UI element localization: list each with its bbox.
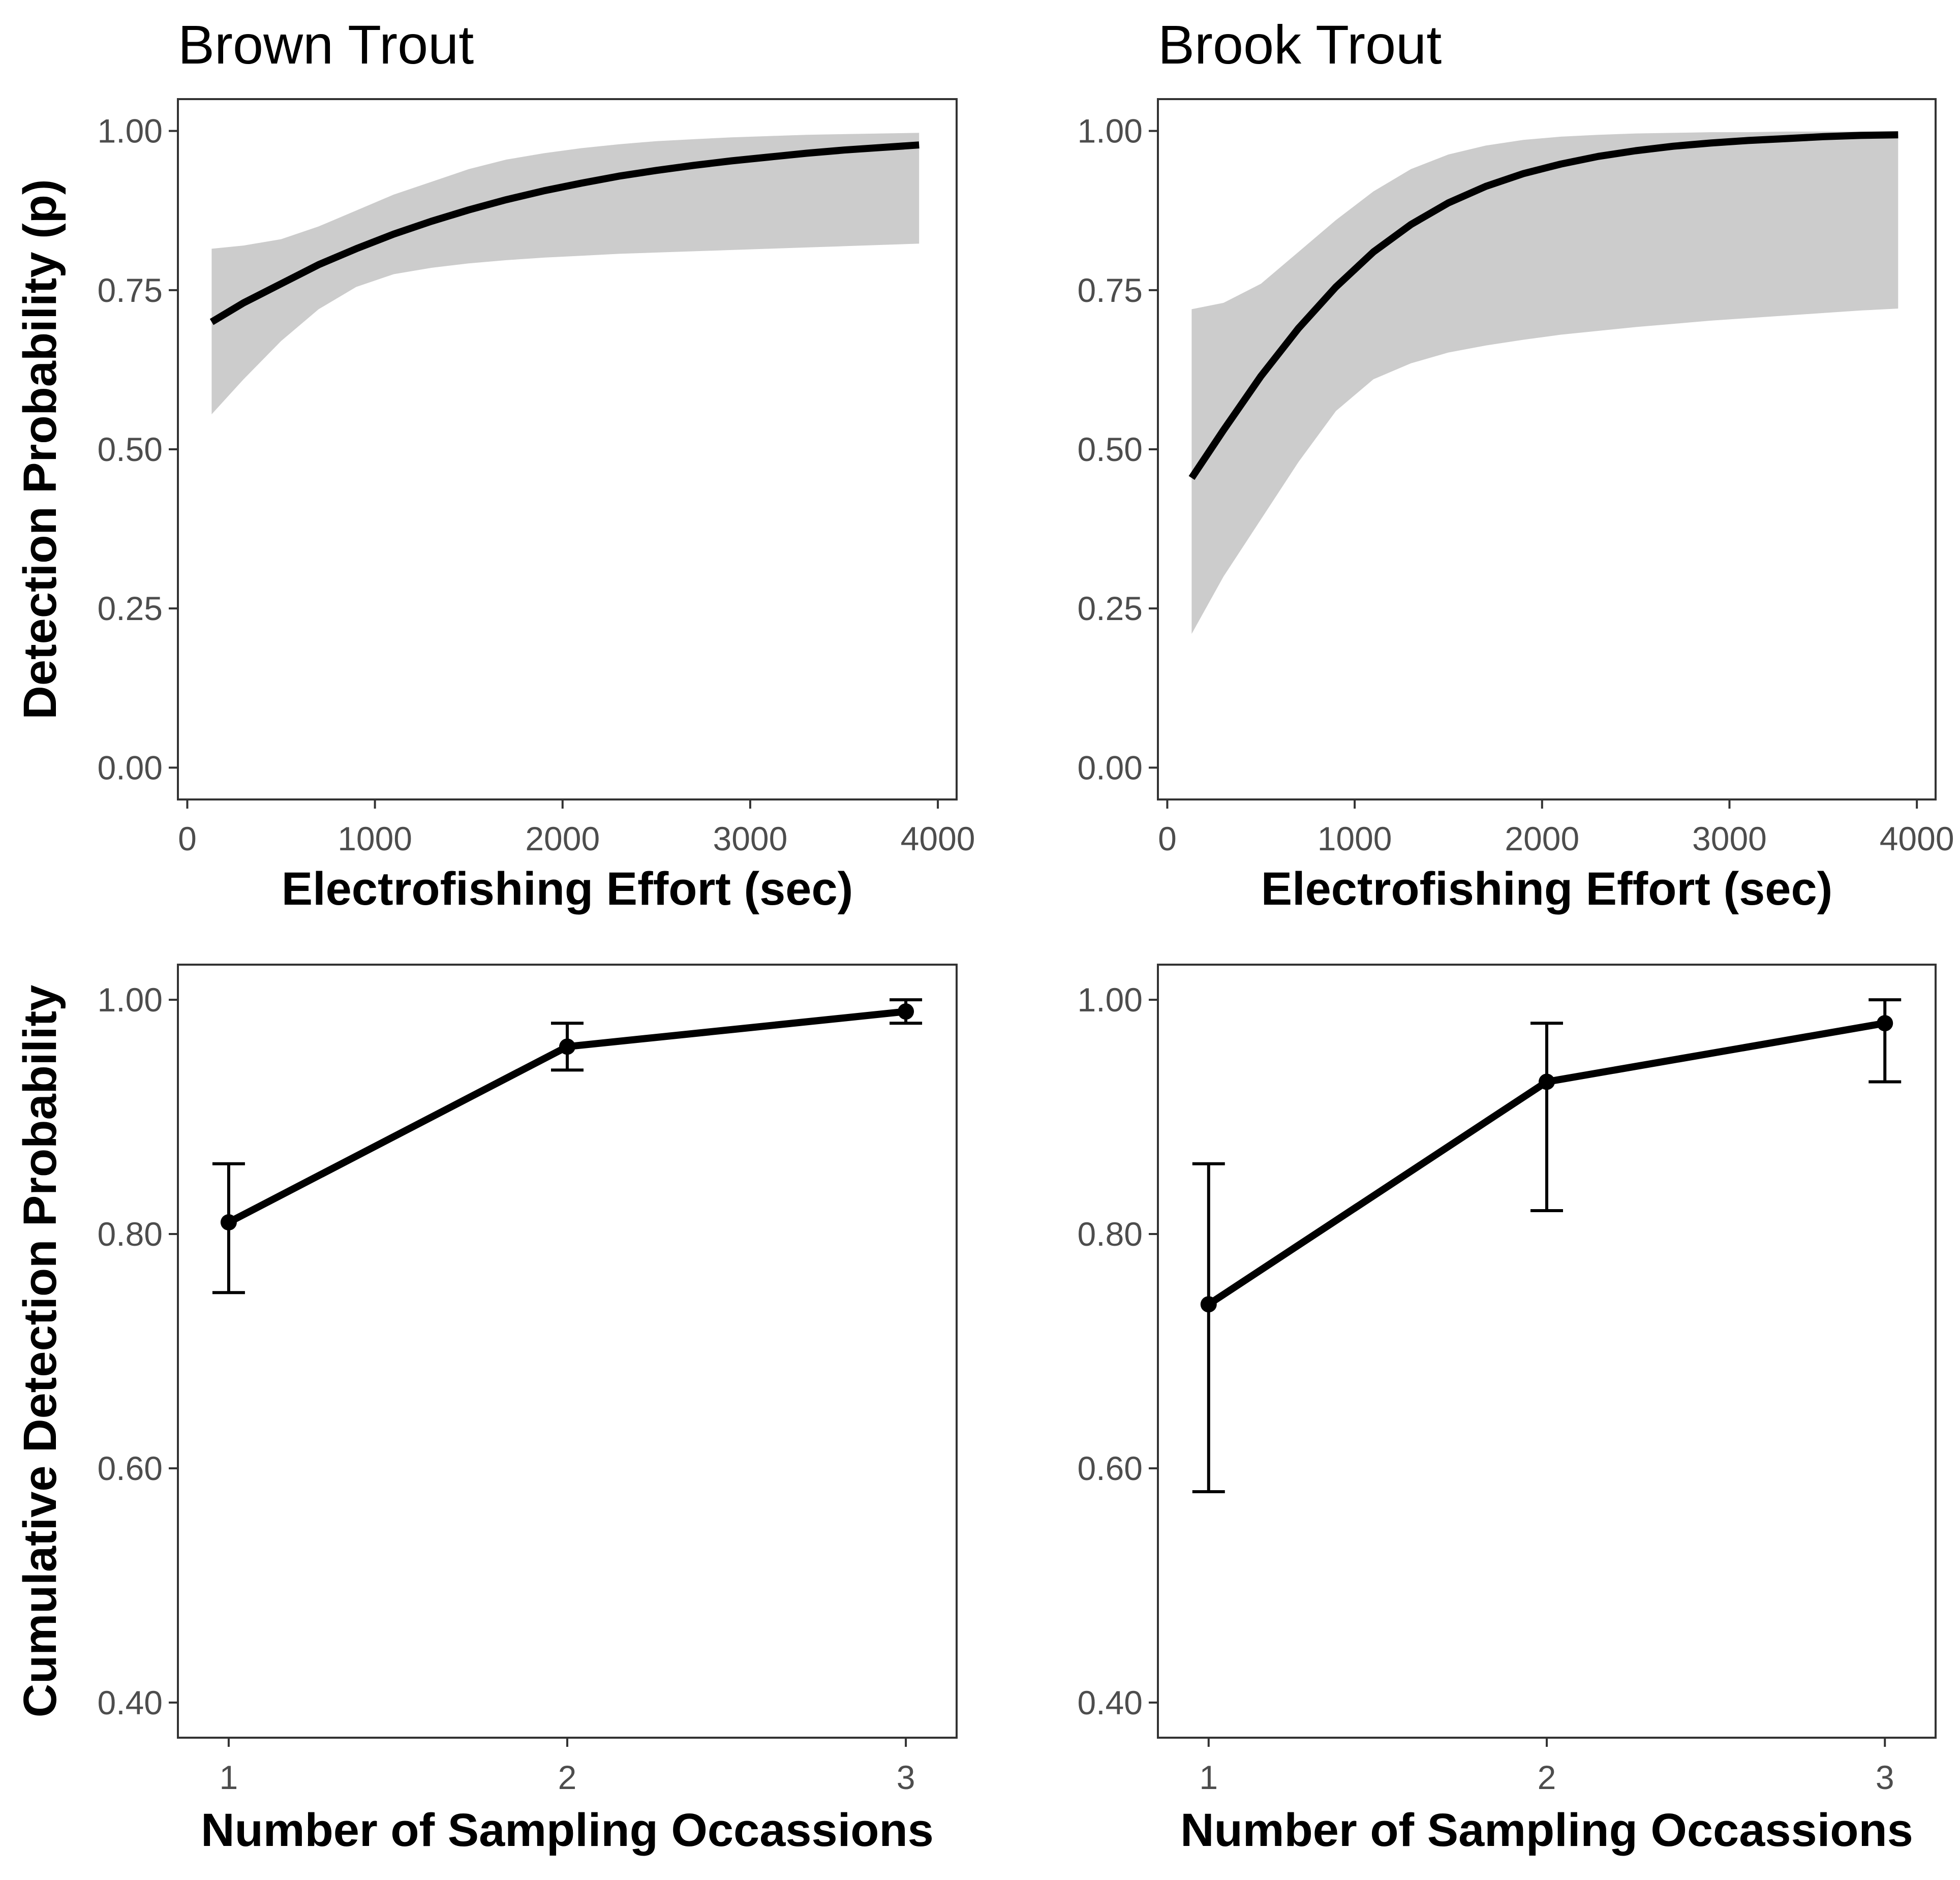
- y-tick-label: 1.00: [98, 981, 163, 1019]
- x-tick-label: 3000: [1692, 820, 1767, 857]
- data-point: [898, 1003, 914, 1020]
- series-line: [1188, 131, 1898, 480]
- x-tick-label: 0: [1158, 820, 1177, 857]
- y-tick-label: 0.40: [1078, 1684, 1143, 1721]
- y-tick-label: 0.60: [1078, 1450, 1143, 1487]
- x-axis-title: Number of Sampling Occassions: [201, 1804, 934, 1856]
- chart-panel-top-right: 0.00 0.25 0.50 0.75 1.00 0 1000 2000 3000 4000 Bro…: [1078, 14, 1954, 915]
- chart-panel-bottom-right: 0.40 0.60 0.80 1.00 1 2 3 Number of Sampling Oc…: [1078, 964, 1937, 1856]
- confidence-band: [211, 133, 920, 415]
- x-tick-label: 1: [220, 1759, 238, 1796]
- y-axis-title: Cumulative Detection Probability: [14, 985, 66, 1718]
- x-tick-label: 4000: [1880, 820, 1954, 857]
- chart-panel-bottom-left: 0.40 0.60 0.80 1.00 1 2 3 Number of Sampling Oc…: [14, 964, 958, 1856]
- data-point: [559, 1038, 575, 1055]
- x-tick-label: 3: [897, 1759, 915, 1796]
- data-point: [1539, 1073, 1555, 1090]
- y-tick-label: 0.25: [98, 590, 163, 627]
- y-tick-label: 0.25: [1078, 590, 1143, 627]
- x-tick-label: 1000: [1318, 820, 1392, 857]
- y-tick-label: 0.75: [1078, 271, 1143, 309]
- series-line: [209, 141, 920, 325]
- x-tick-label: 0: [178, 820, 197, 857]
- y-tick-label: 0.00: [98, 749, 163, 786]
- x-tick-label: 2000: [525, 820, 600, 857]
- y-tick-label: 0.75: [98, 271, 163, 309]
- x-tick-label: 3000: [713, 820, 788, 857]
- y-tick-label: 0.80: [1078, 1215, 1143, 1253]
- data-point: [1200, 1296, 1217, 1313]
- x-axis-title: Electrofishing Effort (sec): [282, 863, 853, 915]
- data-point: [220, 1214, 237, 1230]
- y-tick-label: 1.00: [1078, 981, 1143, 1019]
- x-axis-title: Number of Sampling Occassions: [1180, 1804, 1913, 1856]
- panel-title: Brown Trout: [178, 14, 474, 75]
- panel-border: [177, 964, 958, 1739]
- y-tick-label: 0.40: [98, 1684, 163, 1721]
- confidence-band: [1191, 131, 1898, 634]
- chart-panel-top-left: 0.00 0.25 0.50 0.75 1.00 0 1000 2000 3000 4000 Bro…: [14, 14, 975, 915]
- x-tick-label: 3: [1876, 1759, 1894, 1796]
- x-tick-label: 2: [1538, 1759, 1556, 1796]
- y-tick-label: 1.00: [1078, 112, 1143, 150]
- x-tick-label: 4000: [901, 820, 975, 857]
- x-tick-label: 1000: [338, 820, 412, 857]
- error-bar: [1869, 998, 1902, 1084]
- y-tick-label: 0.50: [1078, 430, 1143, 468]
- data-point: [1877, 1015, 1893, 1032]
- y-tick-label: 0.60: [98, 1450, 163, 1487]
- y-tick-label: 0.00: [1078, 749, 1143, 786]
- x-tick-label: 2: [558, 1759, 577, 1796]
- error-bar: [1530, 1022, 1563, 1212]
- error-bar: [1192, 1162, 1225, 1494]
- y-tick-label: 1.00: [98, 112, 163, 150]
- x-tick-label: 2000: [1505, 820, 1579, 857]
- panel-title: Brook Trout: [1158, 14, 1442, 75]
- y-axis-title: Detection Probability (p): [14, 179, 66, 719]
- x-tick-label: 1: [1199, 1759, 1218, 1796]
- y-tick-label: 0.50: [98, 430, 163, 468]
- y-tick-label: 0.80: [98, 1215, 163, 1253]
- x-axis-title: Electrofishing Effort (sec): [1261, 863, 1833, 915]
